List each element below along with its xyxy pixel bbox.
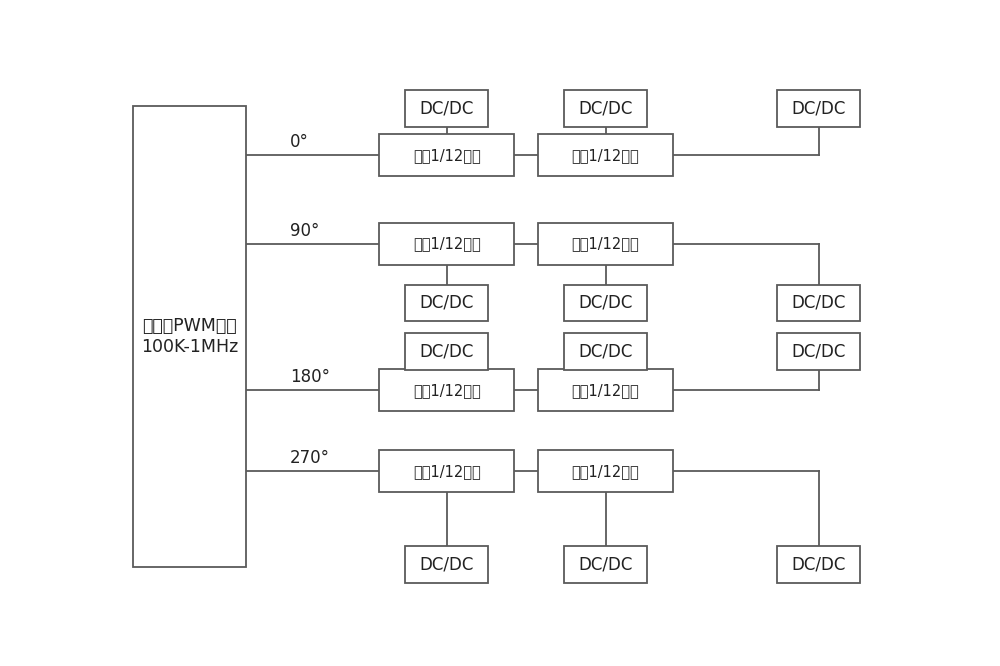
- Text: 延时1/12周期: 延时1/12周期: [572, 383, 639, 398]
- FancyBboxPatch shape: [564, 546, 647, 583]
- Text: 90°: 90°: [290, 222, 319, 240]
- Text: 0°: 0°: [290, 133, 309, 151]
- Text: 270°: 270°: [290, 450, 330, 468]
- FancyBboxPatch shape: [538, 135, 673, 176]
- FancyBboxPatch shape: [564, 333, 647, 370]
- FancyBboxPatch shape: [405, 90, 488, 127]
- Text: DC/DC: DC/DC: [578, 294, 633, 312]
- Text: DC/DC: DC/DC: [419, 99, 474, 117]
- FancyBboxPatch shape: [777, 90, 860, 127]
- Text: DC/DC: DC/DC: [791, 555, 846, 573]
- FancyBboxPatch shape: [564, 90, 647, 127]
- FancyBboxPatch shape: [379, 369, 514, 411]
- Text: 延时1/12周期: 延时1/12周期: [572, 148, 639, 163]
- Text: DC/DC: DC/DC: [578, 99, 633, 117]
- FancyBboxPatch shape: [379, 450, 514, 492]
- Text: 延时1/12周期: 延时1/12周期: [413, 148, 480, 163]
- Text: DC/DC: DC/DC: [791, 294, 846, 312]
- FancyBboxPatch shape: [538, 450, 673, 492]
- Text: 延时1/12周期: 延时1/12周期: [572, 236, 639, 252]
- FancyBboxPatch shape: [405, 546, 488, 583]
- FancyBboxPatch shape: [564, 284, 647, 322]
- FancyBboxPatch shape: [379, 223, 514, 265]
- Text: DC/DC: DC/DC: [419, 555, 474, 573]
- FancyBboxPatch shape: [379, 135, 514, 176]
- Text: 延时1/12周期: 延时1/12周期: [572, 464, 639, 479]
- FancyBboxPatch shape: [133, 105, 246, 567]
- FancyBboxPatch shape: [405, 284, 488, 322]
- Text: DC/DC: DC/DC: [578, 343, 633, 361]
- Text: 延时1/12周期: 延时1/12周期: [413, 383, 480, 398]
- FancyBboxPatch shape: [538, 223, 673, 265]
- FancyBboxPatch shape: [405, 333, 488, 370]
- Text: DC/DC: DC/DC: [419, 294, 474, 312]
- FancyBboxPatch shape: [777, 546, 860, 583]
- Text: DC/DC: DC/DC: [578, 555, 633, 573]
- FancyBboxPatch shape: [538, 369, 673, 411]
- Text: DC/DC: DC/DC: [791, 343, 846, 361]
- Text: 延时1/12周期: 延时1/12周期: [413, 464, 480, 479]
- Text: 延时1/12周期: 延时1/12周期: [413, 236, 480, 252]
- Text: 单片机PWM模块
100K-1MHz: 单片机PWM模块 100K-1MHz: [141, 317, 238, 356]
- Text: DC/DC: DC/DC: [791, 99, 846, 117]
- Text: 180°: 180°: [290, 368, 330, 386]
- Text: DC/DC: DC/DC: [419, 343, 474, 361]
- FancyBboxPatch shape: [777, 333, 860, 370]
- FancyBboxPatch shape: [777, 284, 860, 322]
